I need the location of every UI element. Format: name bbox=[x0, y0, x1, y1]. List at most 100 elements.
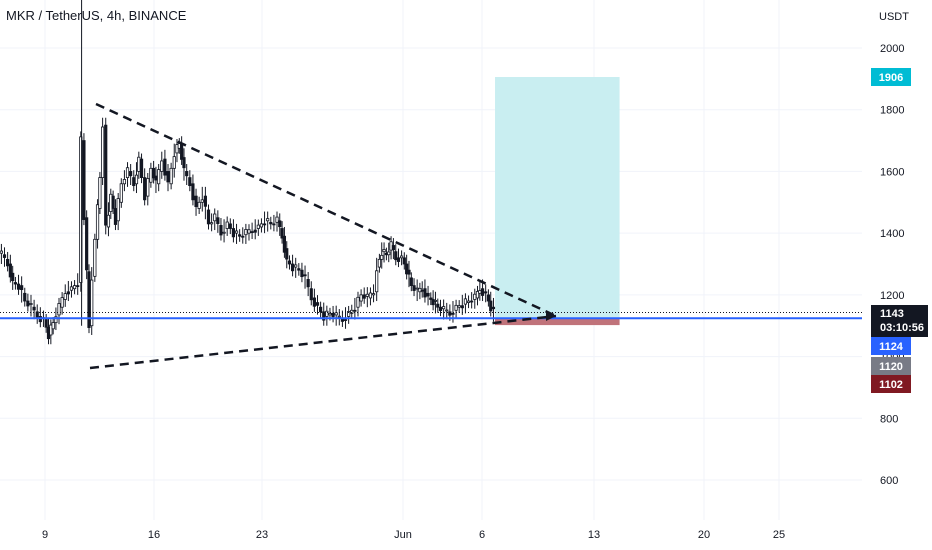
candle-body bbox=[322, 311, 326, 321]
candle-body bbox=[315, 302, 320, 306]
candles bbox=[0, 0, 496, 345]
candle-body bbox=[54, 316, 58, 324]
candle-body bbox=[98, 177, 102, 209]
candle-body bbox=[63, 293, 67, 300]
candle-body bbox=[448, 311, 452, 316]
candle-body bbox=[60, 297, 64, 308]
candle-body bbox=[90, 279, 94, 327]
candle-body bbox=[44, 319, 48, 328]
x-tick-label: 6 bbox=[479, 529, 485, 541]
candle-body bbox=[463, 298, 468, 305]
candle-body bbox=[6, 258, 10, 267]
candle-body bbox=[402, 257, 406, 265]
candle-body bbox=[72, 285, 77, 290]
candle-body bbox=[394, 251, 398, 261]
candle-body bbox=[149, 167, 153, 183]
candle-body bbox=[139, 158, 144, 178]
candle-body bbox=[82, 140, 86, 220]
candle-body bbox=[101, 126, 105, 178]
candle-body bbox=[182, 157, 186, 169]
candle-body bbox=[0, 250, 3, 254]
candle-body bbox=[300, 269, 304, 278]
candle-body bbox=[429, 297, 433, 300]
candle-body bbox=[478, 290, 482, 294]
candle-body bbox=[412, 285, 416, 291]
candle-body bbox=[244, 229, 248, 236]
candle-body bbox=[194, 195, 198, 208]
candle-body bbox=[334, 312, 338, 316]
candle-body bbox=[106, 214, 111, 228]
candle-body bbox=[415, 287, 419, 290]
badge-price: 1143 bbox=[880, 308, 904, 320]
candle-body bbox=[319, 306, 323, 313]
candle-body bbox=[125, 167, 130, 178]
candle-body bbox=[206, 209, 211, 225]
badge-level: 1120 bbox=[879, 361, 903, 373]
candle-body bbox=[287, 260, 292, 265]
chart-title: MKR / TetherUS, 4h, BINANCE bbox=[6, 8, 187, 23]
candle-body bbox=[85, 217, 89, 271]
candle-body bbox=[309, 288, 313, 301]
y-tick-label: 600 bbox=[880, 475, 898, 487]
badge-stop-bg bbox=[871, 375, 911, 393]
candle-body bbox=[433, 300, 438, 302]
candle-body bbox=[26, 300, 30, 307]
candle-body bbox=[169, 167, 173, 185]
candle-body bbox=[420, 289, 424, 292]
candle-body bbox=[399, 255, 404, 259]
candle-body bbox=[365, 293, 369, 297]
candle-body bbox=[11, 272, 15, 282]
candle-body bbox=[8, 263, 12, 278]
x-tick-label: 23 bbox=[256, 529, 268, 541]
candle-body bbox=[197, 201, 201, 209]
candle-body bbox=[253, 229, 257, 233]
x-tick-label: Jun bbox=[394, 529, 412, 541]
x-tick-label: 9 bbox=[42, 529, 48, 541]
candle-body bbox=[297, 268, 301, 271]
price-badges: 1906 1143 03:10:56 1124 1120 1102 bbox=[871, 68, 928, 393]
candle-body bbox=[143, 177, 147, 201]
candle-body bbox=[13, 282, 18, 285]
candle-body bbox=[256, 224, 260, 229]
candle-body bbox=[325, 310, 329, 317]
target-zone bbox=[495, 77, 620, 319]
candle-body bbox=[49, 324, 53, 336]
candle-body bbox=[486, 294, 490, 302]
candle-body bbox=[382, 249, 386, 253]
candle-body bbox=[185, 171, 189, 177]
candle-body bbox=[111, 195, 115, 209]
y-tick-label: 800 bbox=[880, 413, 898, 425]
candle-body bbox=[200, 199, 204, 203]
candle-body bbox=[157, 169, 161, 185]
candle-body bbox=[2, 254, 7, 258]
candle-body bbox=[451, 312, 455, 315]
candle-body bbox=[350, 309, 354, 314]
candle-body bbox=[331, 312, 335, 318]
x-tick-label: 13 bbox=[588, 529, 600, 541]
candle-body bbox=[188, 177, 192, 187]
candle-body bbox=[312, 297, 316, 307]
candle-body bbox=[122, 179, 127, 185]
candle-body bbox=[29, 303, 33, 305]
candle-body bbox=[371, 293, 376, 296]
candle-body bbox=[359, 294, 363, 302]
candle-body bbox=[353, 309, 357, 312]
candle-body bbox=[347, 311, 351, 317]
candle-body bbox=[247, 229, 251, 234]
candle-body bbox=[234, 230, 239, 234]
candle-body bbox=[160, 160, 164, 172]
candle-body bbox=[426, 292, 430, 297]
candle-body bbox=[191, 183, 195, 201]
candle-body bbox=[362, 294, 366, 299]
candle-body bbox=[104, 124, 108, 226]
candle-body bbox=[262, 223, 267, 226]
upper-trendline bbox=[95, 102, 557, 318]
candle-body bbox=[445, 309, 449, 312]
time-axis[interactable]: 9 16 23 Jun 6 13 20 25 bbox=[42, 529, 785, 541]
badge-countdown: 03:10:56 bbox=[880, 322, 924, 334]
candle-body bbox=[129, 171, 133, 177]
candle-body bbox=[460, 305, 464, 309]
candle-body bbox=[228, 223, 232, 229]
candle-body bbox=[69, 286, 74, 291]
